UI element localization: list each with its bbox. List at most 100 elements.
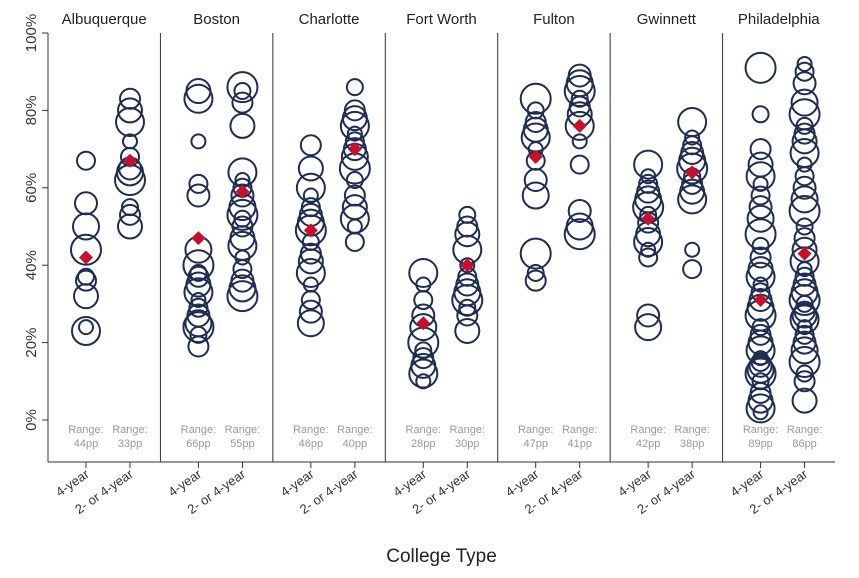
data-point bbox=[183, 277, 214, 308]
data-point bbox=[636, 179, 661, 204]
data-point bbox=[747, 387, 774, 414]
data-point bbox=[184, 309, 213, 338]
mean-marker bbox=[460, 258, 475, 273]
data-point bbox=[748, 288, 773, 313]
data-point bbox=[744, 357, 777, 390]
data-point bbox=[751, 105, 770, 124]
range-label: Range: bbox=[630, 424, 665, 436]
data-point bbox=[684, 129, 701, 146]
data-point bbox=[186, 183, 211, 208]
data-point bbox=[744, 218, 777, 251]
range-label: Range: bbox=[406, 424, 441, 436]
data-point bbox=[230, 268, 255, 293]
data-point bbox=[636, 303, 661, 328]
data-point bbox=[456, 215, 479, 238]
y-tick-label: 100% bbox=[23, 14, 40, 52]
range-value: 42pp bbox=[636, 438, 660, 450]
data-point bbox=[746, 355, 775, 384]
y-tick-label: 60% bbox=[23, 173, 40, 203]
data-point bbox=[791, 302, 818, 329]
range-value: 46pp bbox=[299, 438, 323, 450]
data-point bbox=[750, 185, 771, 206]
data-point bbox=[633, 226, 664, 257]
data-point bbox=[796, 156, 813, 173]
panel-title: Gwinnett bbox=[637, 11, 697, 28]
data-point bbox=[795, 217, 814, 236]
panel-title: Boston bbox=[193, 11, 240, 28]
data-point bbox=[295, 172, 326, 203]
range-value: 38pp bbox=[680, 438, 704, 450]
data-point bbox=[454, 221, 481, 248]
data-point bbox=[342, 137, 367, 162]
data-point bbox=[792, 175, 817, 200]
data-point bbox=[747, 256, 774, 283]
range-value: 66pp bbox=[186, 438, 210, 450]
data-point bbox=[296, 309, 325, 338]
data-point bbox=[227, 230, 258, 261]
data-point bbox=[752, 404, 769, 421]
range-label: Range: bbox=[225, 424, 260, 436]
data-point bbox=[792, 330, 817, 355]
data-point bbox=[70, 233, 102, 266]
data-point bbox=[339, 110, 370, 141]
data-point bbox=[183, 83, 214, 114]
y-tick-label: 80% bbox=[23, 95, 40, 125]
mean-marker bbox=[641, 211, 656, 226]
mean-marker bbox=[79, 250, 93, 265]
data-point bbox=[226, 71, 259, 104]
data-point bbox=[793, 370, 816, 393]
data-point bbox=[299, 242, 322, 265]
mean-marker bbox=[685, 165, 700, 180]
data-point bbox=[792, 71, 817, 96]
mean-marker bbox=[753, 293, 768, 308]
data-point bbox=[458, 205, 477, 224]
range-label: Range: bbox=[518, 424, 553, 436]
data-point bbox=[78, 319, 94, 336]
data-point bbox=[186, 303, 211, 328]
data-point bbox=[343, 99, 366, 122]
data-point bbox=[638, 247, 659, 268]
data-point bbox=[71, 315, 101, 346]
range-label: Range: bbox=[562, 424, 597, 436]
data-point bbox=[789, 137, 820, 168]
data-point bbox=[790, 185, 819, 214]
data-point bbox=[746, 204, 775, 233]
data-point bbox=[122, 133, 138, 150]
range-value: 89pp bbox=[748, 438, 772, 450]
data-point bbox=[790, 336, 819, 365]
range-label: Range: bbox=[787, 424, 822, 436]
data-point bbox=[76, 150, 96, 171]
panel-title: Fort Worth bbox=[406, 11, 477, 28]
x-axis-title: College Type bbox=[386, 546, 497, 567]
data-point bbox=[409, 313, 438, 342]
mean-marker bbox=[347, 142, 362, 157]
data-point bbox=[297, 155, 324, 182]
data-point bbox=[302, 276, 319, 293]
mean-marker bbox=[797, 246, 812, 261]
data-point bbox=[117, 213, 143, 240]
data-point bbox=[522, 116, 549, 143]
data-point bbox=[524, 269, 547, 292]
data-point bbox=[408, 257, 439, 288]
data-point bbox=[524, 111, 547, 134]
data-point bbox=[751, 236, 770, 255]
data-point bbox=[295, 257, 326, 288]
data-point bbox=[188, 173, 209, 194]
data-point bbox=[749, 246, 772, 269]
data-point bbox=[677, 184, 708, 215]
range-label: Range: bbox=[337, 424, 372, 436]
data-point bbox=[231, 91, 254, 114]
data-point bbox=[344, 231, 365, 252]
data-point bbox=[634, 313, 663, 342]
data-point bbox=[793, 122, 816, 145]
data-point bbox=[343, 184, 366, 207]
mean-marker bbox=[191, 231, 206, 246]
range-label: Range: bbox=[112, 424, 147, 436]
data-point bbox=[567, 199, 592, 224]
data-point bbox=[338, 152, 371, 185]
mean-marker bbox=[528, 149, 543, 164]
panel-title: Charlotte bbox=[299, 11, 360, 28]
data-point bbox=[748, 195, 773, 220]
range-label: Range: bbox=[68, 424, 103, 436]
range-value: 40pp bbox=[343, 438, 367, 450]
